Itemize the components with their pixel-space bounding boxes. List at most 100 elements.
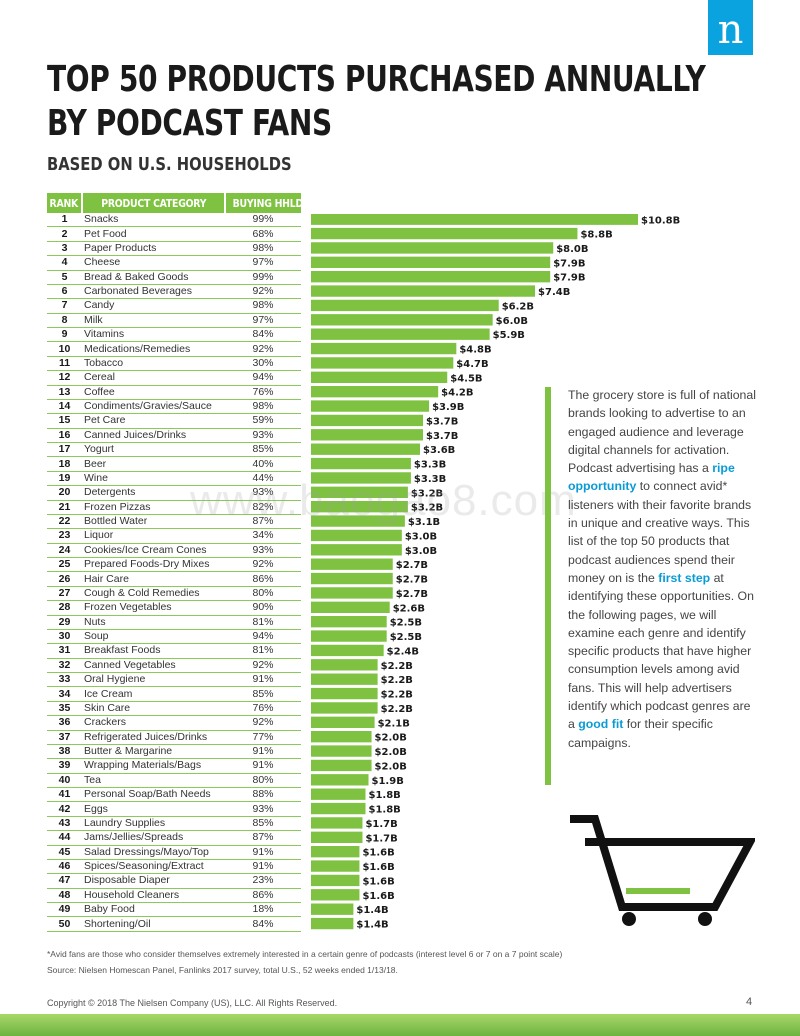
bar-value-label: $2.7B [396, 560, 428, 571]
category-cell: Skin Care [82, 701, 225, 717]
category-cell: Tobacco [82, 356, 225, 372]
table-row: 41 Personal Soap/Bath Needs 88% [47, 787, 301, 803]
footnote: *Avid fans are those who consider themse… [47, 949, 563, 959]
category-cell: Refrigerated Juices/Drinks [82, 730, 225, 745]
category-cell: Cereal [82, 370, 225, 386]
category-cell: Oral Hygiene [82, 672, 225, 688]
buying-hhlds-cell: 84% [225, 327, 301, 343]
bar-11 [311, 357, 454, 369]
table-row: 49 Baby Food 18% [47, 902, 301, 918]
buying-hhlds-cell: 80% [225, 773, 301, 789]
table-row: 37 Refrigerated Juices/Drinks 77% [47, 730, 301, 745]
table-row: 31 Breakfast Foods 81% [47, 643, 301, 659]
table-row: 1 Snacks 99% [47, 213, 301, 228]
rank-cell: 41 [47, 787, 82, 803]
buying-hhlds-cell: 76% [225, 385, 301, 400]
bar-value-label: $3.9B [432, 402, 464, 413]
bar-35 [311, 702, 378, 714]
table-row: 13 Coffee 76% [47, 385, 301, 400]
bar-value-label: $6.2B [502, 301, 534, 312]
highlight-good-fit: good fit [578, 717, 624, 732]
bar-value-label: $1.8B [369, 790, 401, 801]
category-cell: Household Cleaners [82, 888, 225, 904]
rank-cell: 37 [47, 730, 82, 745]
copyright: Copyright © 2018 The Nielsen Company (US… [47, 998, 338, 1008]
table-row: 40 Tea 80% [47, 773, 301, 789]
category-cell: Wine [82, 471, 225, 487]
bar-value-label: $4.8B [459, 345, 491, 356]
bar-value-label: $3.0B [405, 531, 437, 542]
bar-7 [311, 299, 499, 312]
bar-38 [311, 745, 372, 757]
bar-1 [311, 214, 638, 225]
category-cell: Canned Vegetables [82, 658, 225, 674]
bar-value-label: $4.5B [450, 373, 482, 384]
buying-hhlds-cell: 98% [225, 399, 301, 415]
category-cell: Paper Products [82, 241, 225, 257]
category-cell: Frozen Vegetables [82, 600, 225, 616]
bar-46 [311, 860, 360, 872]
buying-hhlds-cell: 59% [225, 413, 301, 429]
buying-hhlds-cell: 76% [225, 701, 301, 717]
rank-cell: 38 [47, 744, 82, 760]
buying-hhlds-cell: 87% [225, 830, 301, 846]
buying-hhlds-cell: 91% [225, 672, 301, 688]
bar-9 [311, 328, 490, 340]
buying-hhlds-cell: 99% [225, 270, 301, 285]
table-header-row: RANK PRODUCT CATEGORY BUYING HHLDs [47, 193, 309, 213]
buying-hhlds-cell: 85% [225, 442, 301, 458]
bar-24 [311, 544, 402, 556]
table-row: 38 Butter & Margarine 91% [47, 744, 301, 760]
table-row: 6 Carbonated Beverages 92% [47, 284, 301, 300]
category-cell: Shortening/Oil [82, 916, 225, 932]
bar-23 [311, 529, 402, 542]
bar-value-label: $8.0B [556, 244, 588, 255]
rank-cell: 32 [47, 658, 82, 674]
buying-hhlds-cell: 87% [225, 514, 301, 530]
bar-value-label: $1.6B [362, 891, 394, 902]
category-cell: Detergents [82, 485, 225, 501]
rank-cell: 39 [47, 758, 82, 774]
bar-10 [311, 342, 457, 355]
bar-45 [311, 846, 360, 858]
bar-21 [311, 501, 408, 513]
header-product-category: PRODUCT CATEGORY [82, 193, 226, 213]
table-row: 2 Pet Food 68% [47, 226, 301, 242]
buying-hhlds-cell: 98% [225, 241, 301, 257]
category-cell: Cheese [82, 255, 225, 271]
rank-cell: 30 [47, 629, 82, 645]
table-row: 12 Cereal 94% [47, 370, 301, 386]
rank-cell: 4 [47, 255, 82, 271]
rank-cell: 45 [47, 845, 82, 860]
bar-40 [311, 774, 369, 786]
side-accent-rule [545, 387, 551, 785]
bar-value-label: $2.2B [381, 704, 413, 715]
bar-value-label: $2.4B [387, 646, 419, 657]
bar-42 [311, 802, 366, 815]
category-cell: Beer [82, 456, 225, 472]
buying-hhlds-cell: 44% [225, 471, 301, 487]
rank-cell: 19 [47, 471, 82, 487]
buying-hhlds-cell: 91% [225, 859, 301, 875]
header-buying-hhlds: BUYING HHLDs [225, 193, 309, 213]
bar-value-label: $1.6B [362, 848, 394, 859]
bar-value-label: $7.9B [553, 273, 585, 284]
products-table-body: 1 Snacks 99% 2 Pet Food 68% 3 Paper Products 98%… [47, 213, 301, 932]
category-cell: Breakfast Foods [82, 643, 225, 659]
buying-hhlds-cell: 93% [225, 543, 301, 559]
table-row: 39 Wrapping Materials/Bags 91% [47, 758, 301, 774]
bar-4 [311, 256, 551, 268]
rank-cell: 34 [47, 686, 82, 702]
bar-value-label: $4.7B [456, 359, 488, 370]
buying-hhlds-cell: 40% [225, 456, 301, 472]
bar-20 [311, 486, 408, 498]
buying-hhlds-cell: 86% [225, 571, 301, 587]
table-row: 14 Condiments/Gravies/Sauce 98% [47, 399, 301, 415]
category-cell: Jams/Jellies/Spreads [82, 830, 225, 846]
buying-hhlds-cell: 98% [225, 298, 301, 314]
table-row: 43 Laundry Supplies 85% [47, 816, 301, 832]
bar-33 [311, 673, 378, 685]
category-cell: Snacks [82, 213, 225, 228]
bar-value-label: $2.6B [393, 603, 425, 614]
rank-cell: 1 [47, 213, 82, 228]
